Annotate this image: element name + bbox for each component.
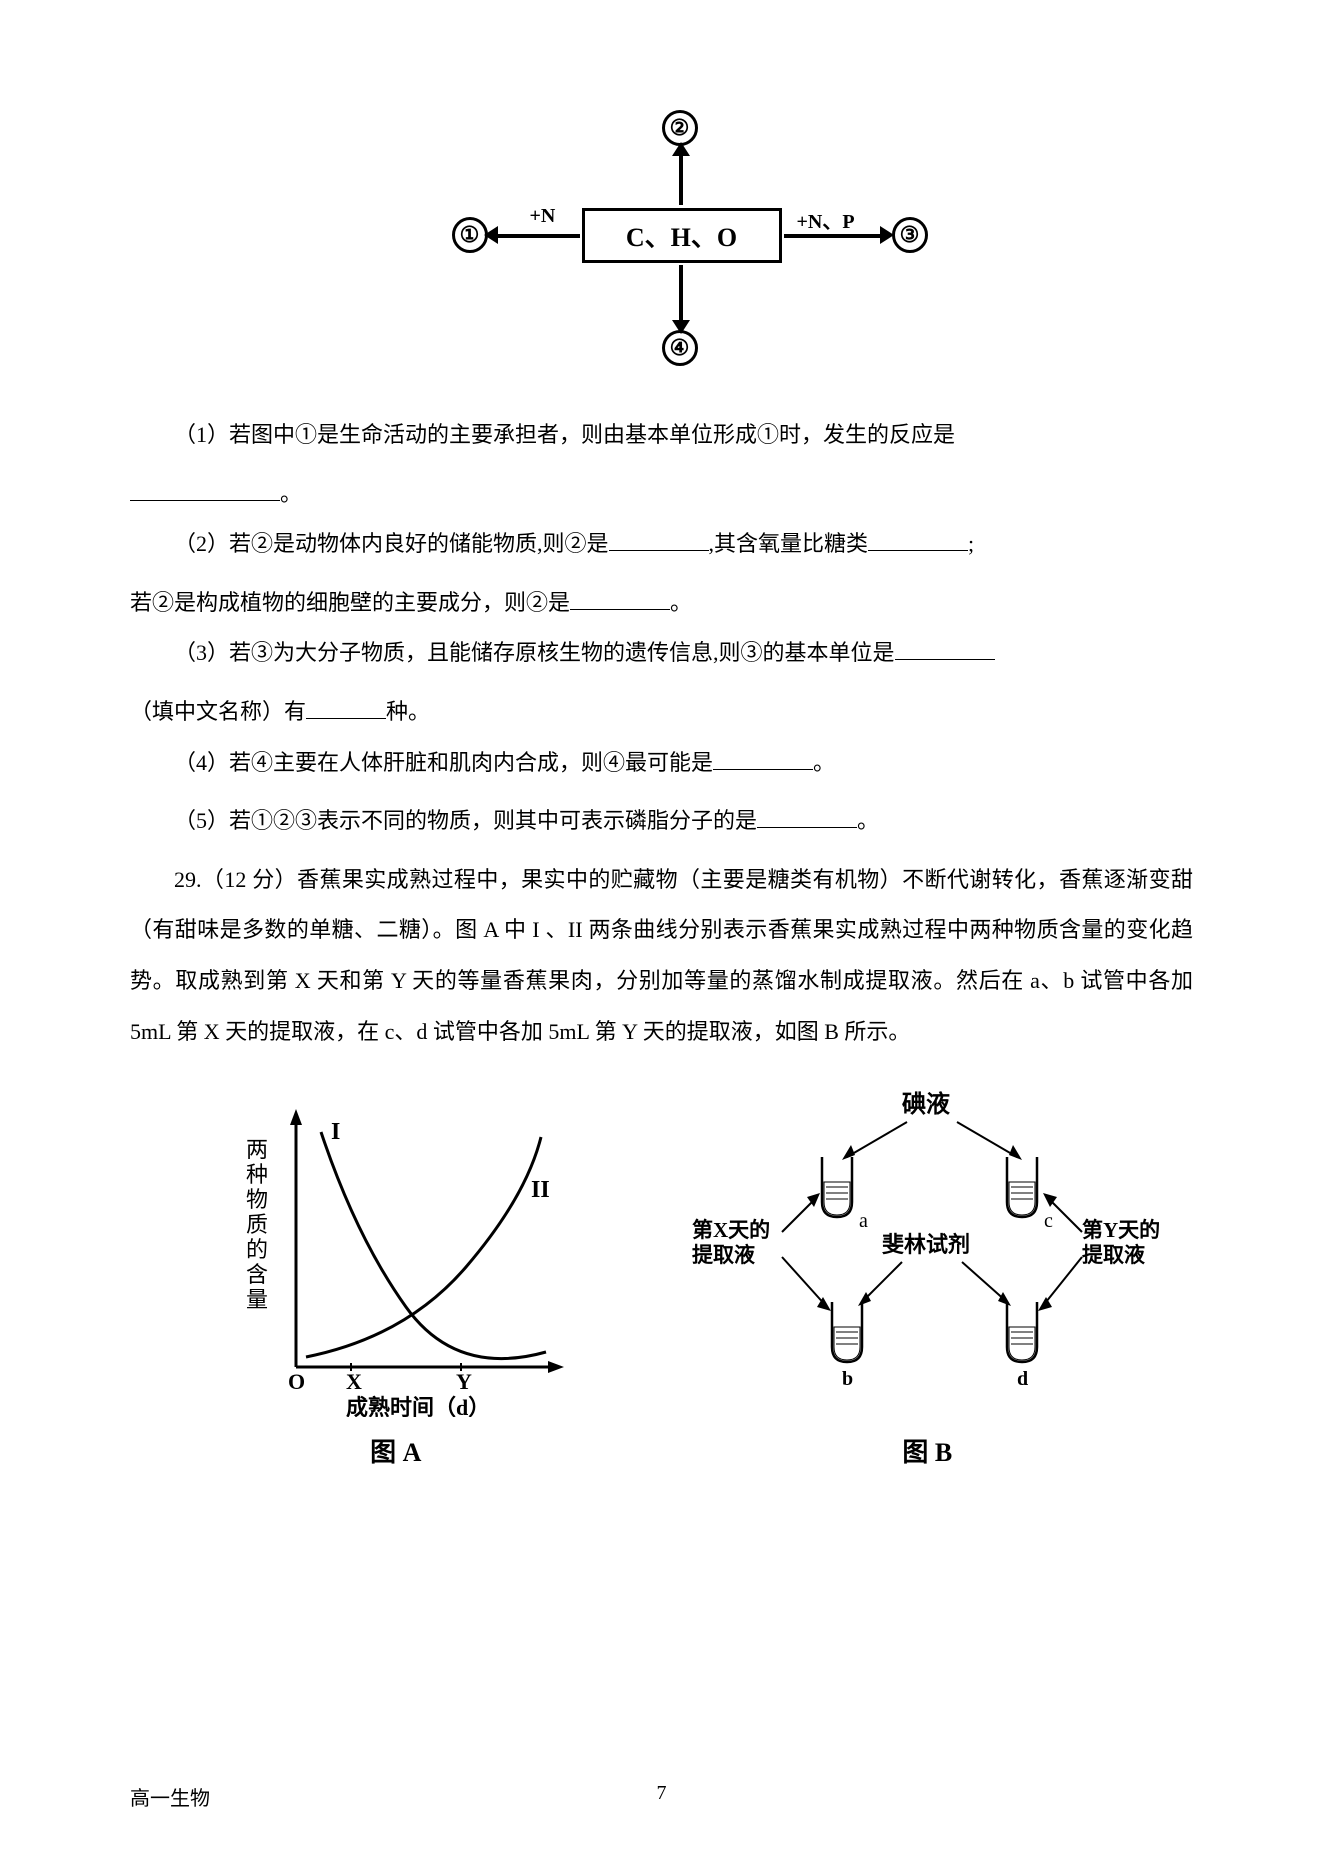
q3-line1: （3）若③为大分子物质，且能储存原核生物的遗传信息,则③的基本单位是 (130, 628, 1193, 679)
q2-blank3 (570, 588, 670, 610)
svg-text:斐林试剂: 斐林试剂 (882, 1232, 970, 1257)
footer-subject: 高一生物 (130, 1782, 210, 1811)
arrow-down-line (679, 265, 683, 325)
q3-blank1 (895, 638, 995, 660)
svg-text:提取液: 提取液 (692, 1243, 755, 1267)
q1-end: 。 (280, 481, 302, 506)
questions-block: （1）若图中①是生命活动的主要承担者，则由基本单位形成①时，发生的反应是 。 （… (130, 410, 1193, 1057)
q2d: 若②是构成植物的细胞壁的主要成分，则②是 (130, 590, 570, 615)
node-1: ① (452, 217, 488, 253)
q5-blank (757, 806, 857, 828)
q1-blank (130, 479, 280, 501)
svg-text:b: b (842, 1368, 853, 1390)
chart-b-svg: 碘液 a c 斐 (687, 1087, 1167, 1417)
svg-text:碘液: 碘液 (902, 1090, 950, 1118)
svg-text:I: I (331, 1119, 340, 1145)
q1: （1）若图中①是生命活动的主要承担者，则由基本单位形成①时，发生的反应是 (130, 410, 1193, 461)
arrow-right-head (880, 226, 894, 244)
q2-line1: （2）若②是动物体内良好的储能物质,则②是 ,其含氧量比糖类; (130, 519, 1193, 570)
q2b: ,其含氧量比糖类 (709, 531, 869, 556)
svg-text:O: O (288, 1369, 305, 1394)
arrow-left-head (484, 226, 498, 244)
svg-text:第Y天的: 第Y天的 (1082, 1218, 1160, 1242)
q3-line2: （填中文名称）有 种。 (130, 687, 1193, 738)
y-label-1: 两 (246, 1137, 268, 1162)
svg-text:Y: Y (456, 1369, 472, 1394)
q1-text: （1）若图中①是生命活动的主要承担者，则由基本单位形成①时，发生的反应是 (174, 422, 955, 447)
node-4: ④ (662, 330, 698, 366)
svg-text:X: X (346, 1369, 362, 1394)
q4: （4）若④主要在人体肝脏和肌肉内合成，则④最可能是 。 (130, 738, 1193, 789)
svg-text:II: II (531, 1177, 550, 1203)
q2-blank2 (868, 529, 968, 551)
fig-b-caption: 图 B (672, 1432, 1182, 1469)
q5a: （5）若①②③表示不同的物质，则其中可表示磷脂分子的是 (174, 808, 757, 833)
arrow-right-line (784, 234, 884, 238)
svg-text:成熟时间（d）: 成熟时间（d） (346, 1395, 490, 1417)
q3-blank2 (306, 697, 386, 719)
q2-line2: 若②是构成植物的细胞壁的主要成分，则②是 。 (130, 578, 1193, 629)
q2a: （2）若②是动物体内良好的储能物质,则②是 (174, 531, 609, 556)
svg-text:d: d (1017, 1368, 1028, 1390)
chart-a-svg: I II 两 种 物 质 的 含 量 O X Y 成熟时间（d） (206, 1087, 586, 1417)
arrow-up-line (679, 150, 683, 205)
cho-diagram: C、H、O ② ④ ① ③ +N +N、P (412, 100, 912, 380)
q5b: 。 (857, 808, 879, 833)
svg-text:含: 含 (246, 1262, 268, 1287)
footer-page: 7 (657, 1782, 667, 1805)
q2c: ; (968, 531, 974, 556)
fig-a-caption: 图 A (141, 1432, 651, 1469)
svg-text:a: a (859, 1210, 868, 1232)
q5: （5）若①②③表示不同的物质，则其中可表示磷脂分子的是 。 (130, 796, 1193, 847)
svg-text:物: 物 (246, 1187, 268, 1212)
svg-text:种: 种 (246, 1162, 268, 1187)
q29: 29.（12 分）香蕉果实成熟过程中，果实中的贮藏物（主要是糖类有机物）不断代谢… (130, 855, 1193, 1057)
svg-text:提取液: 提取液 (1082, 1243, 1145, 1267)
figure-b: 碘液 a c 斐 (672, 1087, 1182, 1469)
svg-text:第X天的: 第X天的 (692, 1218, 770, 1242)
svg-text:的: 的 (246, 1237, 268, 1262)
q3c: 种。 (386, 699, 430, 724)
q2-blank1 (609, 529, 709, 551)
label-right: +N、P (797, 205, 855, 234)
label-left: +N (530, 205, 556, 228)
arrow-up-head (672, 142, 690, 156)
q2e: 。 (670, 590, 692, 615)
node-3: ③ (892, 217, 928, 253)
page-footer: 高一生物 7 (130, 1782, 1193, 1811)
node-2: ② (662, 110, 698, 146)
figures-row: I II 两 种 物 质 的 含 量 O X Y 成熟时间（d） 图 A 碘液 (130, 1087, 1193, 1469)
svg-text:c: c (1044, 1210, 1053, 1232)
q4-blank (713, 748, 813, 770)
arrow-left-line (492, 234, 580, 238)
figure-a: I II 两 种 物 质 的 含 量 O X Y 成熟时间（d） 图 A (141, 1087, 651, 1469)
svg-text:量: 量 (246, 1287, 268, 1312)
svg-text:质: 质 (246, 1212, 268, 1237)
q4b: 。 (813, 750, 835, 775)
q4a: （4）若④主要在人体肝脏和肌肉内合成，则④最可能是 (174, 750, 713, 775)
center-box: C、H、O (582, 208, 782, 263)
q1-blank-line: 。 (130, 469, 1193, 520)
arrow-down-head (672, 320, 690, 334)
q3a: （3）若③为大分子物质，且能储存原核生物的遗传信息,则③的基本单位是 (174, 640, 895, 665)
q3b: （填中文名称）有 (130, 699, 306, 724)
